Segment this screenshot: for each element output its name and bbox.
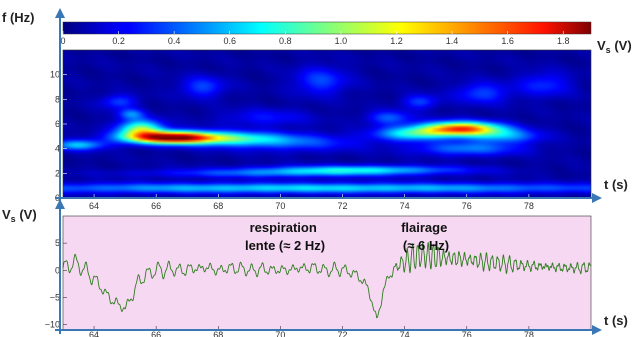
spectrogram-y-tick-label: 8 bbox=[55, 94, 60, 104]
spectrogram-heatmap bbox=[63, 50, 591, 198]
signal-y-ticks: 5 0 −5 −10 bbox=[45, 238, 67, 330]
annotation-flairage: flairage (≈ 6 Hz) bbox=[401, 220, 451, 253]
spectrogram-x-tick-label: 64 bbox=[89, 201, 99, 211]
colorbar-tick-label: 1.6 bbox=[501, 36, 514, 46]
spectrogram-x-tick-label: 72 bbox=[338, 201, 348, 211]
spectrogram-x-tick-label: 78 bbox=[524, 201, 534, 211]
spectrogram-y-tick-label: 2 bbox=[55, 168, 60, 178]
colorbar-tick-label: 0.2 bbox=[112, 36, 125, 46]
signal-x-tick-label: 66 bbox=[151, 330, 161, 337]
colorbar-tick-label: 1.2 bbox=[390, 36, 403, 46]
colorbar-tick-label: 1.4 bbox=[446, 36, 459, 46]
spectrogram-x-tick-label: 76 bbox=[462, 201, 472, 211]
spectrogram-x-tick-label: 70 bbox=[275, 201, 285, 211]
signal-y-tick-label: 0 bbox=[55, 265, 60, 275]
colorbar-label: Vs (V) bbox=[597, 38, 632, 55]
signal-x-tick-label: 68 bbox=[213, 330, 223, 337]
signal-line bbox=[62, 242, 592, 319]
spectrogram-x-label: t (s) bbox=[604, 177, 628, 192]
colorbar-tick-label: 1.0 bbox=[335, 36, 348, 46]
colorbar-tick-label: 1.8 bbox=[557, 36, 570, 46]
colorbar-tick-label: 0.8 bbox=[279, 36, 292, 46]
spectrogram-x-ticks: 64 66 68 70 72 74 76 78 bbox=[89, 194, 534, 211]
colorbar-tick-label: 0 bbox=[60, 36, 65, 46]
spectrogram-y-label: f (Hz) bbox=[2, 10, 35, 25]
signal-x-tick-label: 70 bbox=[275, 330, 285, 337]
spectrogram-y-tick-label: 6 bbox=[55, 119, 60, 129]
signal-x-ticks: 64 66 68 70 72 74 76 78 bbox=[89, 326, 534, 337]
signal-plot: 5 0 −5 −10 64 66 68 70 72 74 76 78 Vs (V) t (s) re… bbox=[2, 199, 628, 337]
colorbar-ticks: 0 0.2 0.4 0.6 0.8 1.0 1.2 1.4 1.6 1.8 bbox=[60, 31, 569, 46]
signal-y-tick-label: 5 bbox=[55, 238, 60, 248]
signal-x-tick-label: 64 bbox=[89, 330, 99, 337]
colorbar-tick-label: 0.6 bbox=[223, 36, 236, 46]
spectrogram-y-tick-label: 10 bbox=[50, 70, 60, 80]
colorbar-gradient bbox=[62, 21, 592, 35]
spectrogram-x-tick-label: 68 bbox=[213, 201, 223, 211]
annotation-respiration: respiration lente (≈ 2 Hz) bbox=[245, 220, 325, 253]
spectrogram-x-tick-label: 74 bbox=[400, 201, 410, 211]
signal-plot-background bbox=[63, 216, 591, 330]
signal-x-tick-label: 76 bbox=[462, 330, 472, 337]
signal-y-tick-label: −10 bbox=[45, 320, 60, 330]
spectrogram-y-tick-label: 4 bbox=[55, 144, 60, 154]
colorbar: 0 0.2 0.4 0.6 0.8 1.0 1.2 1.4 1.6 1.8 Vs (V) bbox=[60, 21, 632, 55]
colorbar-tick-label: 0.4 bbox=[168, 36, 181, 46]
signal-x-tick-label: 78 bbox=[524, 330, 534, 337]
signal-y-label: Vs (V) bbox=[2, 207, 37, 224]
spectrogram-x-tick-label: 66 bbox=[151, 201, 161, 211]
signal-y-tick-label: −5 bbox=[50, 292, 60, 302]
signal-x-label: t (s) bbox=[604, 313, 628, 328]
signal-x-tick-label: 74 bbox=[400, 330, 410, 337]
signal-x-tick-label: 72 bbox=[338, 330, 348, 337]
